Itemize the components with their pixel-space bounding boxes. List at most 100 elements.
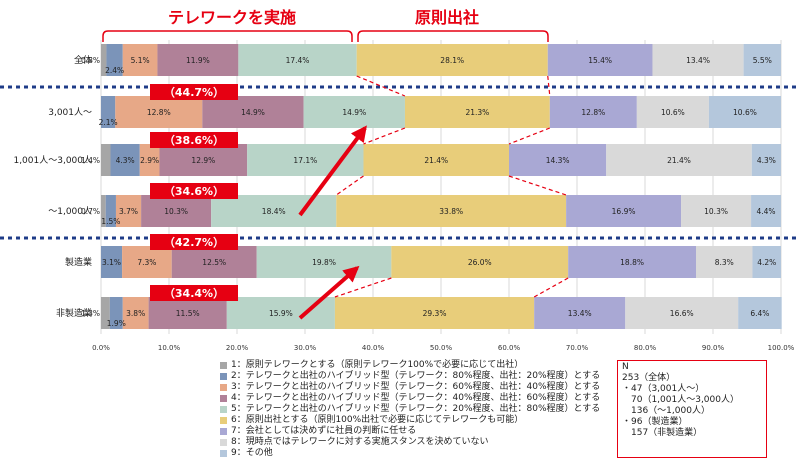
x-tick-label: 90.0% xyxy=(702,344,725,352)
data-label: 11.5% xyxy=(176,309,200,318)
data-label: 18.4% xyxy=(262,207,286,216)
row-label: ～1,000人 xyxy=(48,206,92,217)
bar-segment xyxy=(141,195,212,227)
row-label: 製造業 xyxy=(65,256,92,268)
legend-swatch xyxy=(220,406,227,413)
legend: 1：原則テレワークとする（原則テレワーク100%で必要に応じて出社） 2：テレワー… xyxy=(220,360,600,459)
data-label: 2.4% xyxy=(105,66,124,75)
bar-segment xyxy=(122,297,149,329)
data-label: 28.1% xyxy=(440,56,464,65)
data-label: 26.0% xyxy=(468,258,492,267)
bar-segment xyxy=(708,96,781,128)
data-label: 3.1% xyxy=(102,258,121,267)
connector-line xyxy=(335,175,364,196)
sample-size-box: N 253（全体） ・47（3,001人～） 70（1,001人～3,000人）… xyxy=(617,360,767,458)
data-label: 8.3% xyxy=(715,258,734,267)
data-label: 10.3% xyxy=(164,207,188,216)
bar-segment xyxy=(751,195,781,227)
n-line: 136（～1,000人） xyxy=(622,406,710,416)
callout-box xyxy=(150,234,238,250)
header-brace xyxy=(102,30,353,42)
bar-segment xyxy=(211,195,337,227)
data-label: 3.7% xyxy=(119,207,138,216)
n-line: ・96（製造業） xyxy=(622,417,688,427)
legend-label: 5：テレワークと出社のハイブリッド型（テレワーク：20%程度、出社：80%程度）… xyxy=(231,404,601,414)
n-title: N xyxy=(622,362,629,372)
data-label: 19.8% xyxy=(312,258,336,267)
data-label: 21.4% xyxy=(667,156,691,165)
n-line: 70（1,001人～3,000人） xyxy=(622,395,739,405)
bar-segment xyxy=(752,246,781,278)
bar-segment xyxy=(171,246,257,278)
legend-swatch xyxy=(220,428,227,435)
data-label: 15.9% xyxy=(269,309,293,318)
x-tick-label: 80.0% xyxy=(634,344,657,352)
data-label: 2.9% xyxy=(140,156,159,165)
data-label: 12.5% xyxy=(202,258,226,267)
data-label: 17.4% xyxy=(286,56,310,65)
legend-swatch xyxy=(220,373,227,380)
x-tick-label: 70.0% xyxy=(566,344,589,352)
callout-box xyxy=(150,285,238,301)
data-label: 10.6% xyxy=(733,108,757,117)
bar-segment xyxy=(509,144,607,176)
legend-label: 9：その他 xyxy=(231,448,273,458)
bar-segment xyxy=(101,44,107,76)
data-label: 4.3% xyxy=(116,156,135,165)
office-header: 原則出社 xyxy=(415,8,480,27)
connector-line xyxy=(363,127,406,145)
bar-segment xyxy=(122,44,158,76)
data-label: 10.6% xyxy=(661,108,685,117)
data-label: 13.4% xyxy=(686,56,710,65)
bar-segment xyxy=(566,195,682,227)
n-line: ・47（3,001人～） xyxy=(622,384,705,394)
legend-item: 6：原則出社とする（原則100%出社で必要に応じてテレワークも可能） xyxy=(220,415,600,426)
bar-segment xyxy=(606,144,752,176)
bar-segment xyxy=(636,96,709,128)
legend-item: 5：テレワークと出社のハイブリッド型（テレワーク：20%程度、出社：80%程度）… xyxy=(220,404,600,415)
connector-line xyxy=(334,277,392,298)
row-label: 全体 xyxy=(74,54,92,66)
callout-label: （34.6%） xyxy=(164,185,224,198)
bar-segment xyxy=(202,96,304,128)
bar-segment xyxy=(363,144,509,176)
x-tick-label: 50.0% xyxy=(430,344,453,352)
bar-segment xyxy=(743,44,781,76)
row-label: 非製造業 xyxy=(56,307,92,319)
telework-header: テレワークを実施 xyxy=(168,8,297,27)
bar-segment xyxy=(159,144,248,176)
bar-segment xyxy=(110,144,140,176)
legend-swatch xyxy=(220,395,227,402)
legend-swatch xyxy=(220,450,227,457)
bar-segment xyxy=(404,96,550,128)
data-label: 4.4% xyxy=(757,207,776,216)
bar-segment xyxy=(115,96,203,128)
data-label: 4.3% xyxy=(757,156,776,165)
legend-label: 6：原則出社とする（原則100%出社で必要に応じてテレワークも可能） xyxy=(231,415,524,425)
connector-line xyxy=(356,75,406,97)
n-line: 157（非製造業） xyxy=(622,428,703,438)
bar-segment xyxy=(751,144,781,176)
data-label: 1.4% xyxy=(81,156,100,165)
bar-segment xyxy=(738,297,782,329)
bar-segment xyxy=(109,297,123,329)
data-label: 14.3% xyxy=(546,156,570,165)
data-label: 12.9% xyxy=(191,156,215,165)
bar-segment xyxy=(547,44,653,76)
bar-segment xyxy=(681,195,752,227)
x-tick-label: 100.0% xyxy=(768,344,795,352)
bar-segment xyxy=(247,144,364,176)
data-label: 12.8% xyxy=(147,108,171,117)
data-label: 15.4% xyxy=(588,56,612,65)
callout-box xyxy=(150,183,238,199)
legend-swatch xyxy=(220,417,227,424)
stacked-bar-chart: 0.0% 10.0% 20.0% 30.0% 40.0% 50.0% 60.0% 70.0% 8… xyxy=(0,30,800,352)
data-label: 16.9% xyxy=(612,207,636,216)
x-tick-label: 60.0% xyxy=(498,344,521,352)
bar-segment xyxy=(157,44,239,76)
data-label: 6.4% xyxy=(750,309,769,318)
connector-line xyxy=(547,75,551,97)
data-label: 33.8% xyxy=(439,207,463,216)
data-label: 0.8% xyxy=(81,56,100,65)
legend-item: 2：テレワークと出社のハイブリッド型（テレワーク：80%程度、出社：20%程度）… xyxy=(220,371,600,382)
